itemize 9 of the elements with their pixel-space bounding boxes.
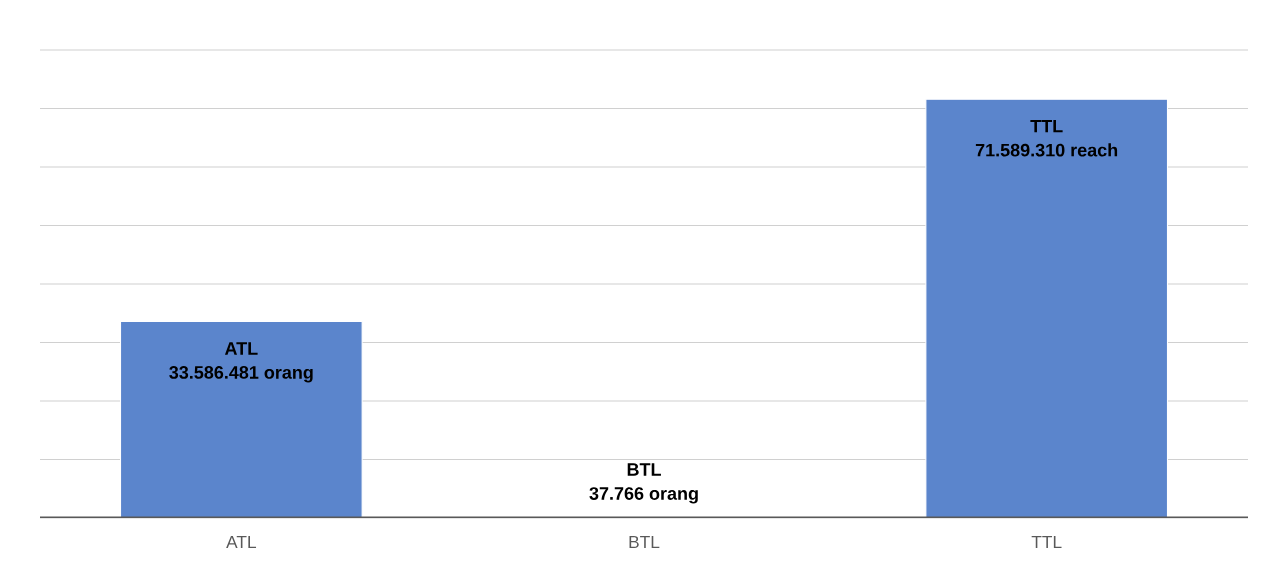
data-label: 33.586.481 orang [169, 366, 313, 383]
x-tick-label: BTL [629, 536, 660, 548]
data-label: 71.589.310 reach [975, 143, 1118, 157]
x-tick-label: TTL [1031, 536, 1062, 548]
x-tick-label: ATL [226, 536, 257, 548]
category-label: BTL [627, 463, 661, 476]
data-label: 37.766 orang [589, 487, 698, 504]
category-label: TTL [1030, 119, 1063, 133]
category-label: ATL [224, 342, 258, 355]
